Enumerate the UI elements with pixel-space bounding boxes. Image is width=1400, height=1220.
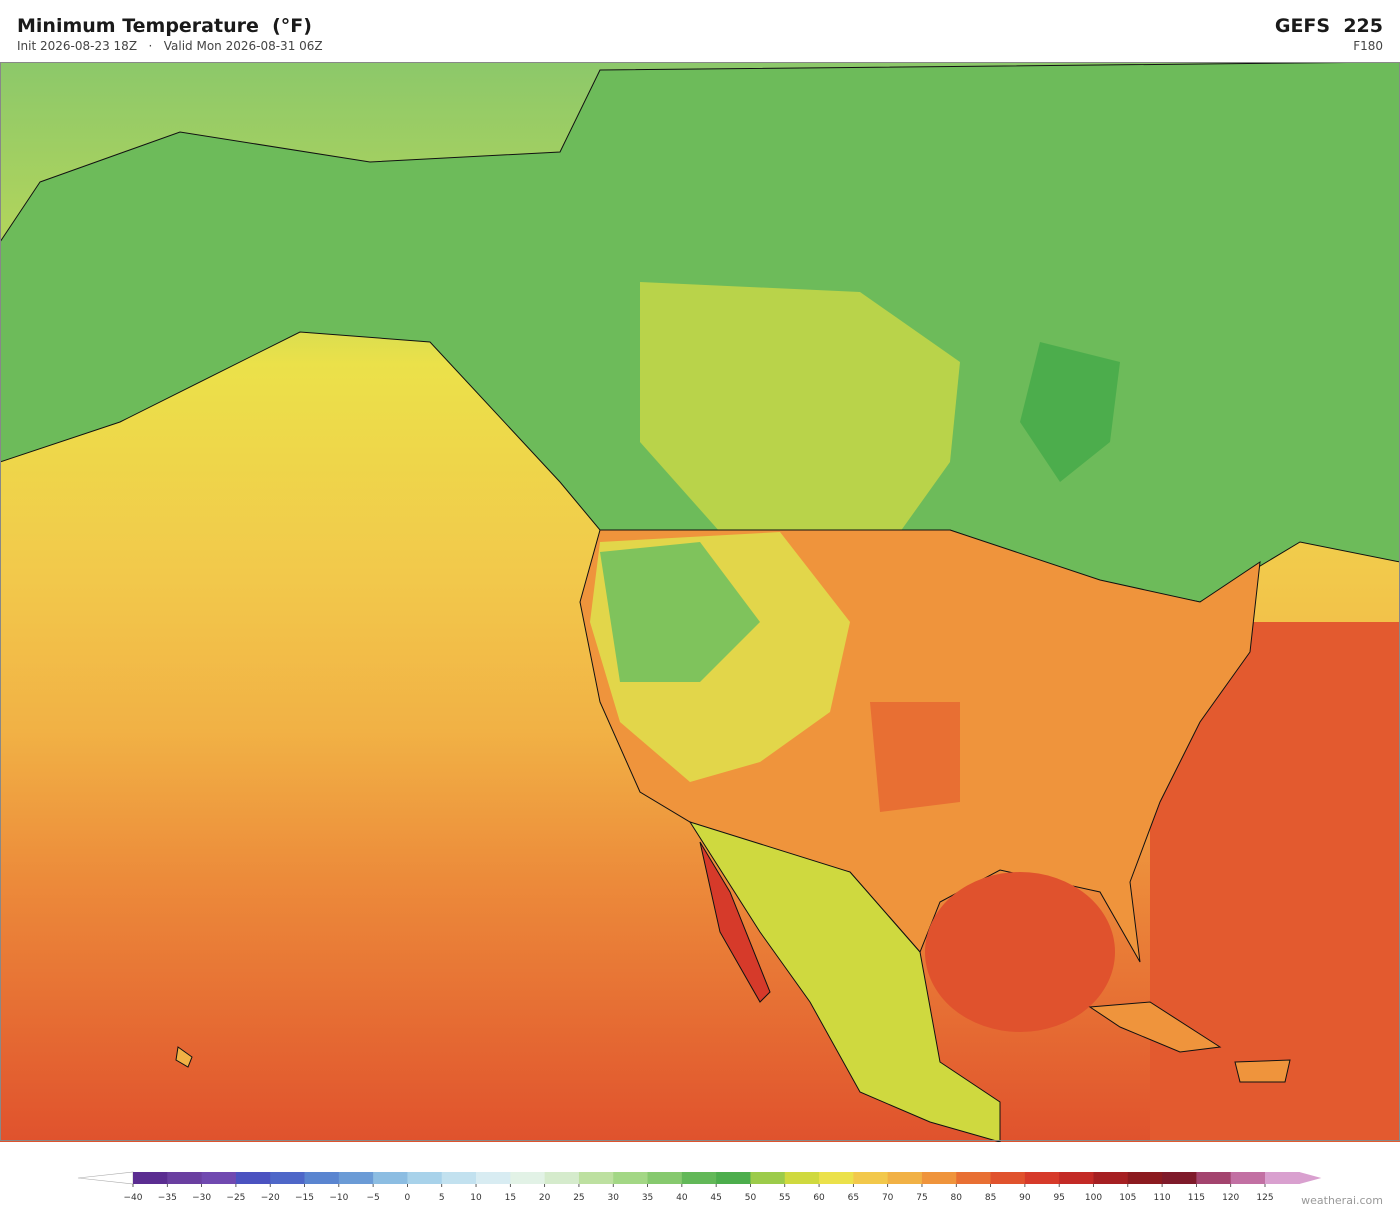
- colorbar-tick-label: 35: [642, 1193, 653, 1203]
- colorbar-segment: [784, 1172, 820, 1184]
- colorbar-segment: [1024, 1172, 1060, 1184]
- colorbar-segment: [1230, 1172, 1266, 1184]
- colorbar-extend-low: [77, 1171, 134, 1185]
- cuba: [1088, 1001, 1222, 1053]
- colorbar-segment: [270, 1172, 306, 1184]
- colorbar-tick-label: 5: [439, 1193, 445, 1203]
- map: [0, 62, 1400, 1142]
- quebec: [1020, 342, 1120, 482]
- colorbar-segment: [1162, 1172, 1197, 1184]
- colorbar-segment: [750, 1172, 786, 1184]
- colorbar-tick-label: 115: [1188, 1193, 1205, 1203]
- colorbar-tick-label: 70: [882, 1193, 894, 1203]
- colorbar-segment: [819, 1172, 854, 1184]
- colorbar-segment: [681, 1172, 717, 1184]
- colorbar-segment: [133, 1172, 168, 1184]
- colorbar-segment: [167, 1172, 203, 1184]
- watermark: weatherai.com: [1301, 1194, 1383, 1207]
- colorbar-tick-label: −25: [226, 1193, 245, 1203]
- colorbar-tick-label: 95: [1053, 1193, 1064, 1203]
- colorbar-segment: [1127, 1172, 1163, 1184]
- colorbar-segment: [510, 1172, 546, 1184]
- colorbar-tick-label: 60: [813, 1193, 825, 1203]
- colorbar-segment: [1093, 1172, 1129, 1184]
- colorbar-segment: [990, 1172, 1026, 1184]
- hawaii: [175, 1046, 193, 1068]
- colorbar-tick-label: 30: [608, 1193, 620, 1203]
- colorbar: −40 −35 −30 −25 −20 −15 −10 −5 0 5 10 15 20 25 30 35 40 4…: [77, 1171, 1322, 1203]
- colorbar-segment: [716, 1172, 751, 1184]
- colorbar-tick-label: 25: [573, 1193, 584, 1203]
- colorbar-segment: [1265, 1172, 1300, 1184]
- colorbar-tick-label: −40: [124, 1193, 143, 1203]
- baja: [699, 841, 771, 1003]
- colorbar-tick-label: −30: [192, 1193, 211, 1203]
- colorbar-tick-label: 55: [779, 1193, 790, 1203]
- colorbar-tick-label: 20: [539, 1193, 551, 1203]
- model-label: GEFS 225: [1274, 15, 1383, 37]
- colorbar-tick-label: 45: [710, 1193, 721, 1203]
- colorbar-tick-label: 105: [1119, 1193, 1136, 1203]
- colorbar-tick-label: −10: [329, 1193, 348, 1203]
- colorbar-tick-label: 75: [916, 1193, 927, 1203]
- colorbar-tick-label: 65: [848, 1193, 859, 1203]
- colorbar-segment: [441, 1172, 477, 1184]
- colorbar-tick-label: 100: [1085, 1193, 1102, 1203]
- colorbar-segment: [338, 1172, 374, 1184]
- colorbar-segment: [544, 1172, 580, 1184]
- colorbar-tick-label: 40: [676, 1193, 688, 1203]
- colorbar-segment: [853, 1172, 889, 1184]
- colorbar-segment: [373, 1172, 408, 1184]
- colorbar-segment: [613, 1172, 649, 1184]
- colorbar-tick-label: −15: [295, 1193, 314, 1203]
- colorbar-tick-label: 85: [985, 1193, 996, 1203]
- colorbar-tick-label: −5: [366, 1193, 379, 1203]
- forecast-hour: F180: [1353, 39, 1383, 53]
- colorbar-segment: [578, 1172, 614, 1184]
- colorbar-tick-label: −35: [158, 1193, 177, 1203]
- colorbar-segment: [921, 1172, 957, 1184]
- colorbar-segment: [407, 1172, 443, 1184]
- colorbar-tick-label: 0: [405, 1193, 411, 1203]
- colorbar-tick-label: 120: [1222, 1193, 1239, 1203]
- colorbar-segment: [1196, 1172, 1232, 1184]
- colorbar-segment: [956, 1172, 992, 1184]
- colorbar-tick-label: 80: [951, 1193, 963, 1203]
- colorbar-extend-high: [1299, 1172, 1322, 1184]
- map-subtitle: Init 2026-08-23 18Z · Valid Mon 2026-08-…: [17, 39, 323, 53]
- hispaniola: [1234, 1059, 1291, 1083]
- colorbar-segment: [304, 1172, 340, 1184]
- colorbar-segment: [1059, 1172, 1094, 1184]
- gulf-of-mexico: [925, 872, 1115, 1032]
- prairies: [640, 282, 960, 532]
- colorbar-segment: [647, 1172, 683, 1184]
- colorbar-tick-label: 15: [505, 1193, 516, 1203]
- colorbar-segment: [201, 1172, 237, 1184]
- colorbar-tick-label: −20: [261, 1193, 280, 1203]
- plains-hot: [870, 702, 960, 812]
- mexico: [688, 821, 1001, 1142]
- colorbar-tick-label: 90: [1019, 1193, 1031, 1203]
- colorbar-segment: [235, 1172, 271, 1184]
- colorbar-segment: [476, 1172, 511, 1184]
- colorbar-tick-label: 10: [470, 1193, 482, 1203]
- map-title: Minimum Temperature (°F): [17, 15, 312, 37]
- northwest: [600, 542, 760, 682]
- colorbar-tick-label: 50: [745, 1193, 757, 1203]
- colorbar-segment: [887, 1172, 923, 1184]
- colorbar-tick-label: 125: [1256, 1193, 1273, 1203]
- colorbar-tick-label: 110: [1153, 1193, 1170, 1203]
